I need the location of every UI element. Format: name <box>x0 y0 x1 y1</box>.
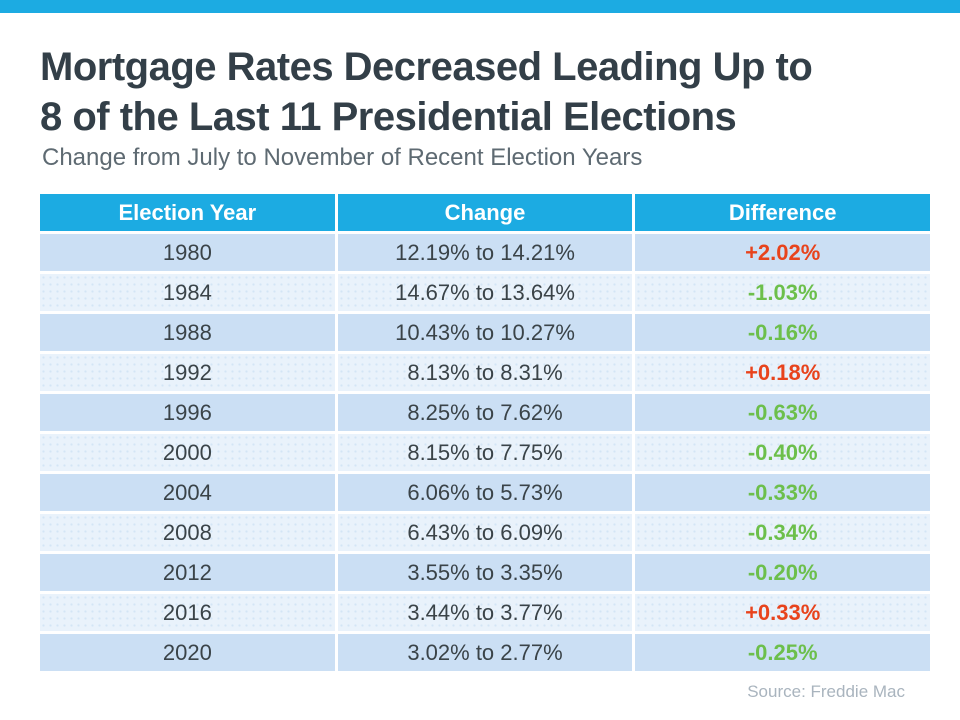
cell-change: 8.13% to 8.31% <box>337 354 633 391</box>
table-row: 1984 14.67% to 13.64% -1.03% <box>40 274 931 311</box>
table-row: 1988 10.43% to 10.27% -0.16% <box>40 314 931 351</box>
cell-change: 10.43% to 10.27% <box>337 314 633 351</box>
cell-change: 3.55% to 3.35% <box>337 554 633 591</box>
table-row: 2012 3.55% to 3.35% -0.20% <box>40 554 931 591</box>
cell-change: 6.43% to 6.09% <box>337 514 633 551</box>
cell-change: 8.25% to 7.62% <box>337 394 633 431</box>
source-attribution: Source: Freddie Mac <box>747 682 905 701</box>
cell-year: 1996 <box>40 394 335 431</box>
cell-year: 2004 <box>40 474 335 511</box>
page-title-line-1: Mortgage Rates Decreased Leading Up to <box>40 45 813 89</box>
table-row: 2020 3.02% to 2.77% -0.25% <box>40 634 931 671</box>
cell-change: 6.06% to 5.73% <box>337 474 633 511</box>
cell-difference: -0.63% <box>635 394 931 431</box>
table-row: 1992 8.13% to 8.31% +0.18% <box>40 354 931 391</box>
table-row: 2004 6.06% to 5.73% -0.33% <box>40 474 931 511</box>
cell-change: 3.02% to 2.77% <box>337 634 633 671</box>
cell-difference: -0.40% <box>635 434 931 471</box>
table-row: 2016 3.44% to 3.77% +0.33% <box>40 594 931 631</box>
cell-year: 1988 <box>40 314 335 351</box>
cell-change: 8.15% to 7.75% <box>337 434 633 471</box>
column-header-change: Change <box>337 194 633 231</box>
cell-year: 2000 <box>40 434 335 471</box>
cell-year: 2020 <box>40 634 335 671</box>
cell-difference: +0.33% <box>635 594 931 631</box>
cell-difference: -0.33% <box>635 474 931 511</box>
cell-year: 2012 <box>40 554 335 591</box>
election-rates-table: Election Year Change Difference 1980 12.… <box>40 194 931 671</box>
cell-change: 3.44% to 3.77% <box>337 594 633 631</box>
cell-year: 1992 <box>40 354 335 391</box>
column-header-difference: Difference <box>635 194 931 231</box>
cell-year: 2016 <box>40 594 335 631</box>
cell-difference: -1.03% <box>635 274 931 311</box>
table-body: 1980 12.19% to 14.21% +2.02% 1984 14.67%… <box>40 234 931 671</box>
table-row: 2000 8.15% to 7.75% -0.40% <box>40 434 931 471</box>
cell-year: 1980 <box>40 234 335 271</box>
cell-difference: -0.20% <box>635 554 931 591</box>
cell-difference: -0.16% <box>635 314 931 351</box>
cell-change: 14.67% to 13.64% <box>337 274 633 311</box>
cell-difference: +2.02% <box>635 234 931 271</box>
cell-difference: -0.34% <box>635 514 931 551</box>
table-header-row: Election Year Change Difference <box>40 194 931 231</box>
page-subtitle: Change from July to November of Recent E… <box>42 144 643 171</box>
table-row: 1996 8.25% to 7.62% -0.63% <box>40 394 931 431</box>
cell-year: 2008 <box>40 514 335 551</box>
accent-top-bar <box>0 0 960 13</box>
cell-difference: -0.25% <box>635 634 931 671</box>
page-title-line-2: 8 of the Last 11 Presidential Elections <box>40 95 737 139</box>
cell-year: 1984 <box>40 274 335 311</box>
column-header-election-year: Election Year <box>40 194 335 231</box>
cell-change: 12.19% to 14.21% <box>337 234 633 271</box>
table-row: 1980 12.19% to 14.21% +2.02% <box>40 234 931 271</box>
page-title: Mortgage Rates Decreased Leading Up to 8… <box>40 42 940 142</box>
table-row: 2008 6.43% to 6.09% -0.34% <box>40 514 931 551</box>
cell-difference: +0.18% <box>635 354 931 391</box>
